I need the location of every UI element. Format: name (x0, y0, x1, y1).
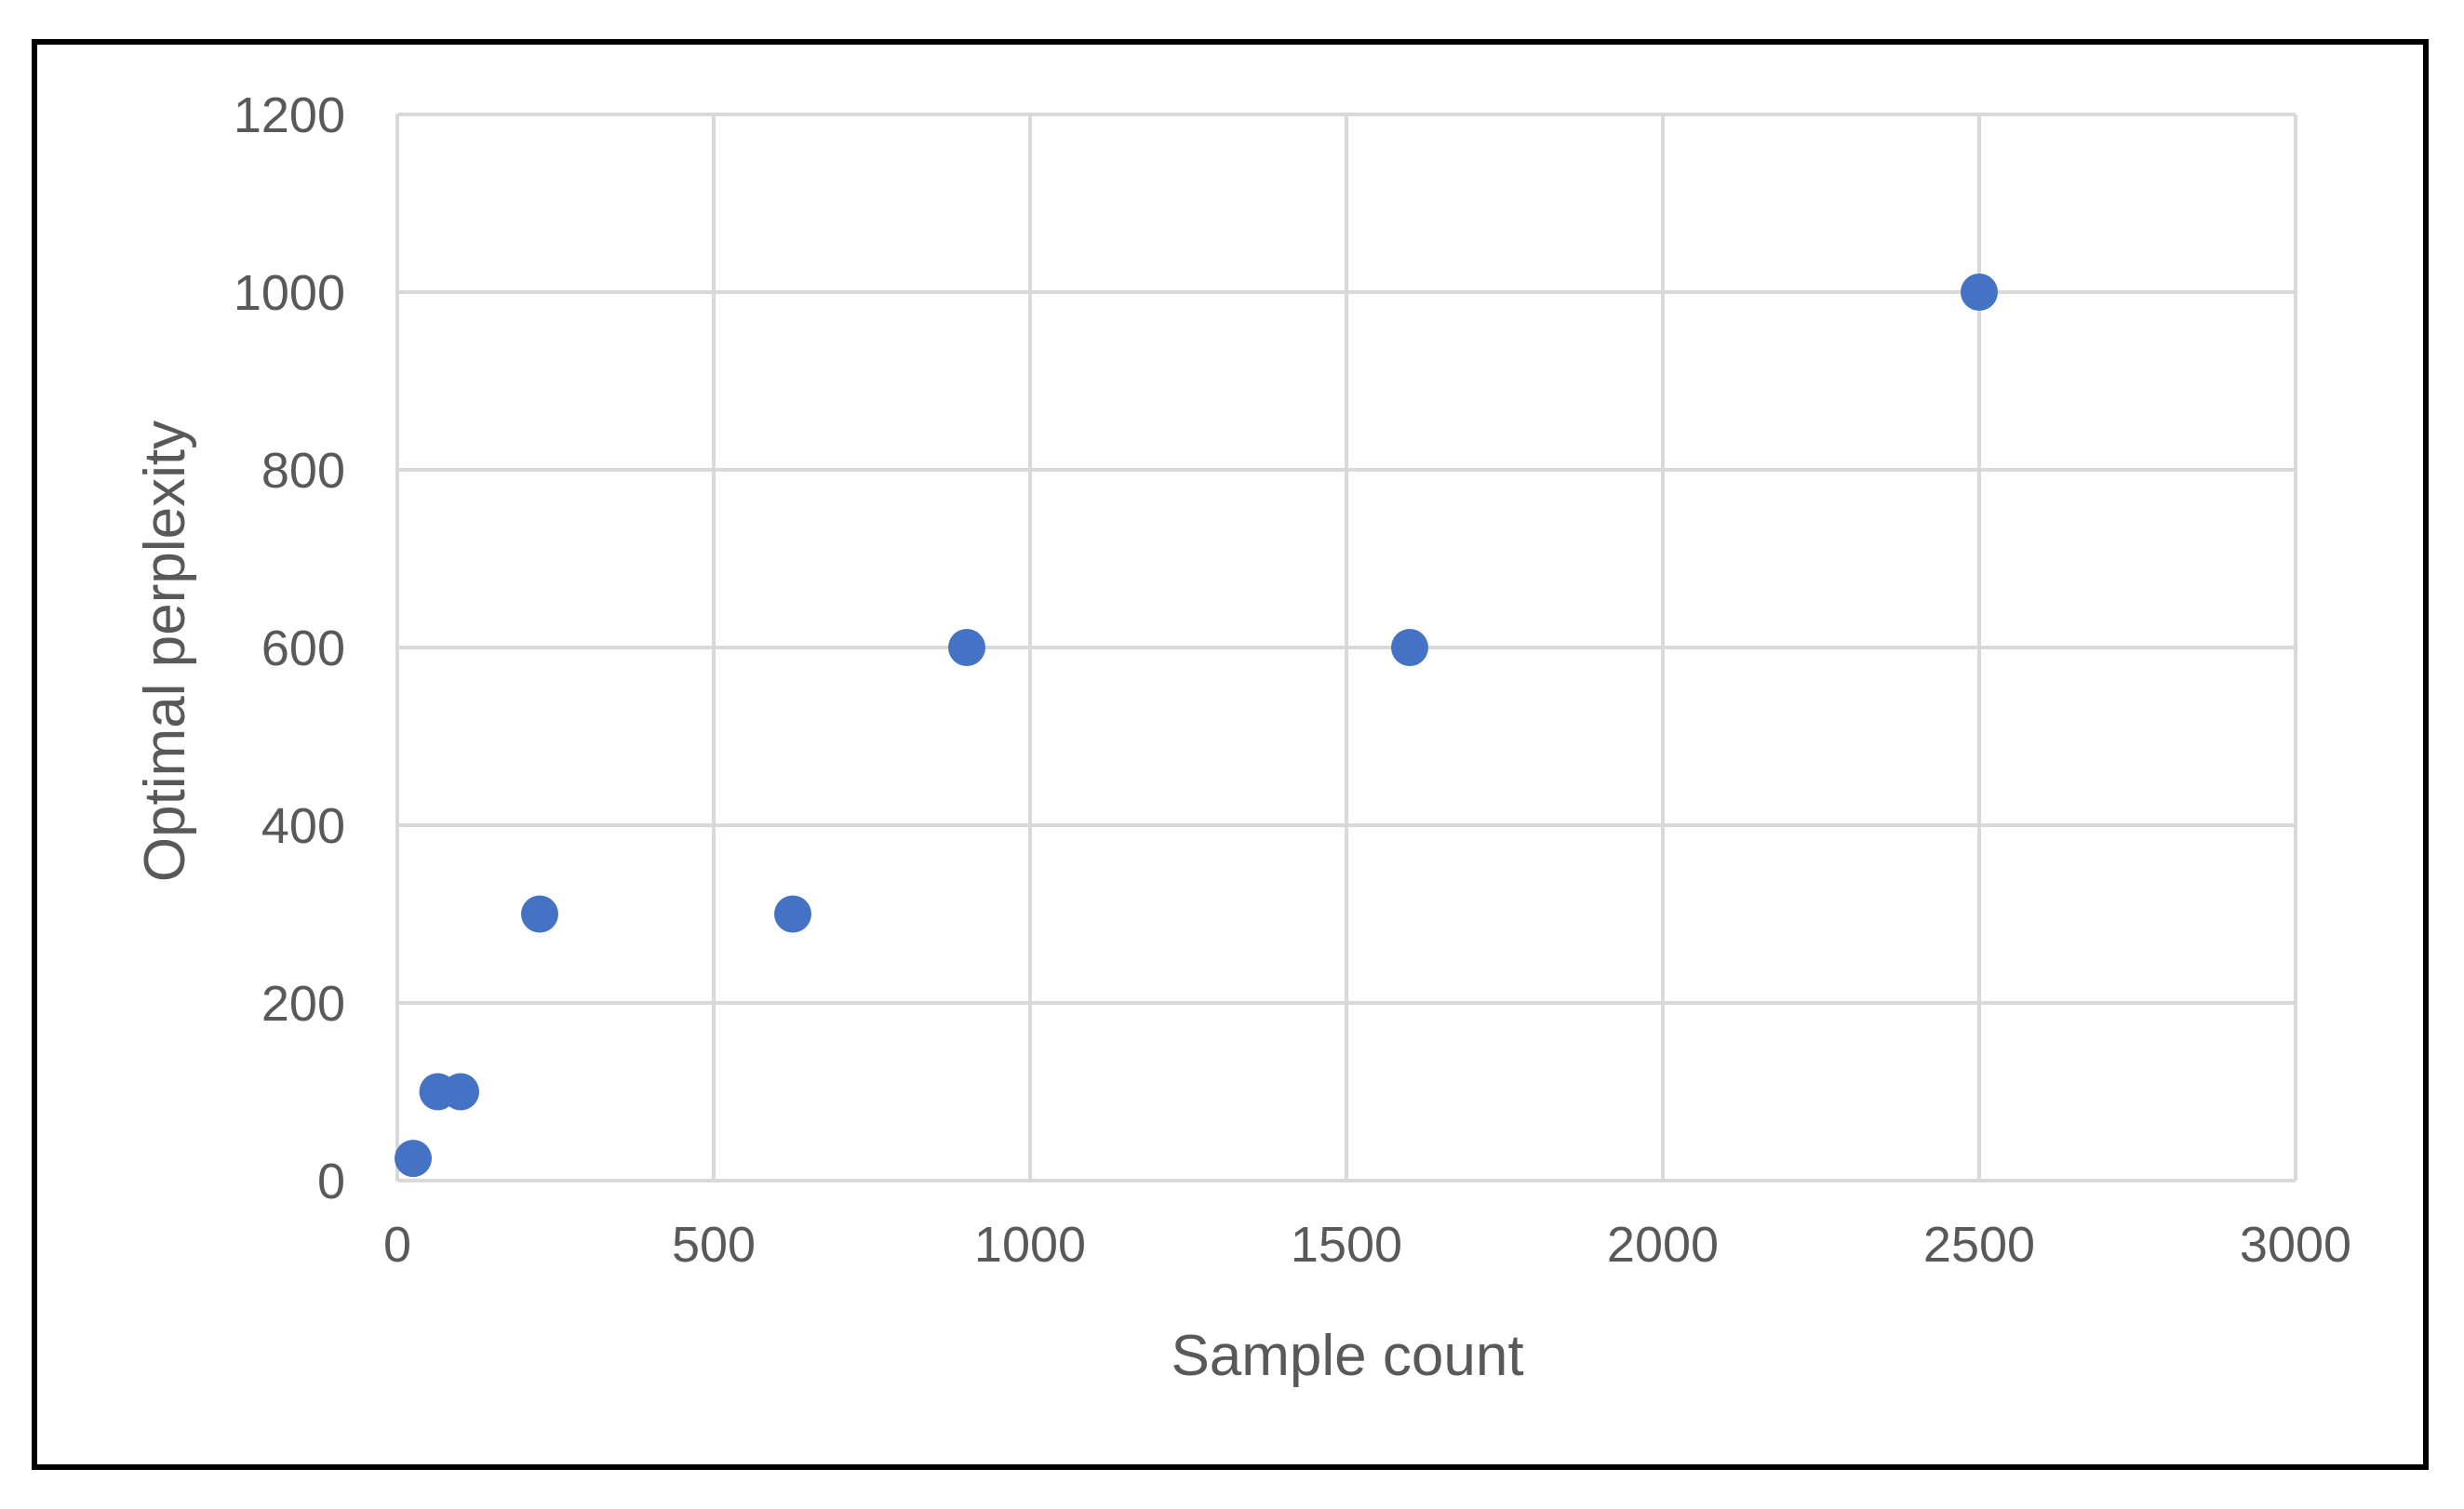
data-points (395, 274, 1998, 1178)
data-point (1391, 629, 1428, 666)
y-axis-ticks: 0 200 400 600 800 1000 1200 (234, 87, 345, 1209)
y-tick-label: 800 (261, 443, 345, 499)
x-tick-label: 2000 (1607, 1217, 1719, 1273)
x-axis-title: Sample count (1171, 1324, 1523, 1388)
x-tick-label: 500 (672, 1217, 756, 1273)
data-point (948, 629, 985, 666)
data-point (395, 1140, 432, 1178)
x-tick-label: 3000 (2240, 1217, 2351, 1273)
data-point (521, 895, 558, 933)
data-point (442, 1073, 479, 1111)
y-tick-label: 1000 (234, 265, 345, 321)
x-tick-label: 1500 (1291, 1217, 1402, 1273)
y-tick-label: 600 (261, 621, 345, 676)
data-point (1961, 274, 1998, 311)
y-tick-label: 0 (317, 1154, 345, 1209)
x-tick-label: 1000 (974, 1217, 1086, 1273)
x-tick-label: 2500 (1923, 1217, 2035, 1273)
y-tick-label: 1200 (234, 87, 345, 143)
chart-frame (32, 39, 2429, 1470)
y-axis-title: Optimal perplexity (133, 421, 197, 882)
x-tick-label: 0 (383, 1217, 411, 1273)
y-tick-label: 200 (261, 976, 345, 1032)
data-point (774, 895, 811, 933)
y-tick-label: 400 (261, 798, 345, 854)
x-axis-ticks: 0 500 1000 1500 2000 2500 3000 (383, 1217, 2351, 1273)
grid (395, 113, 2297, 1182)
